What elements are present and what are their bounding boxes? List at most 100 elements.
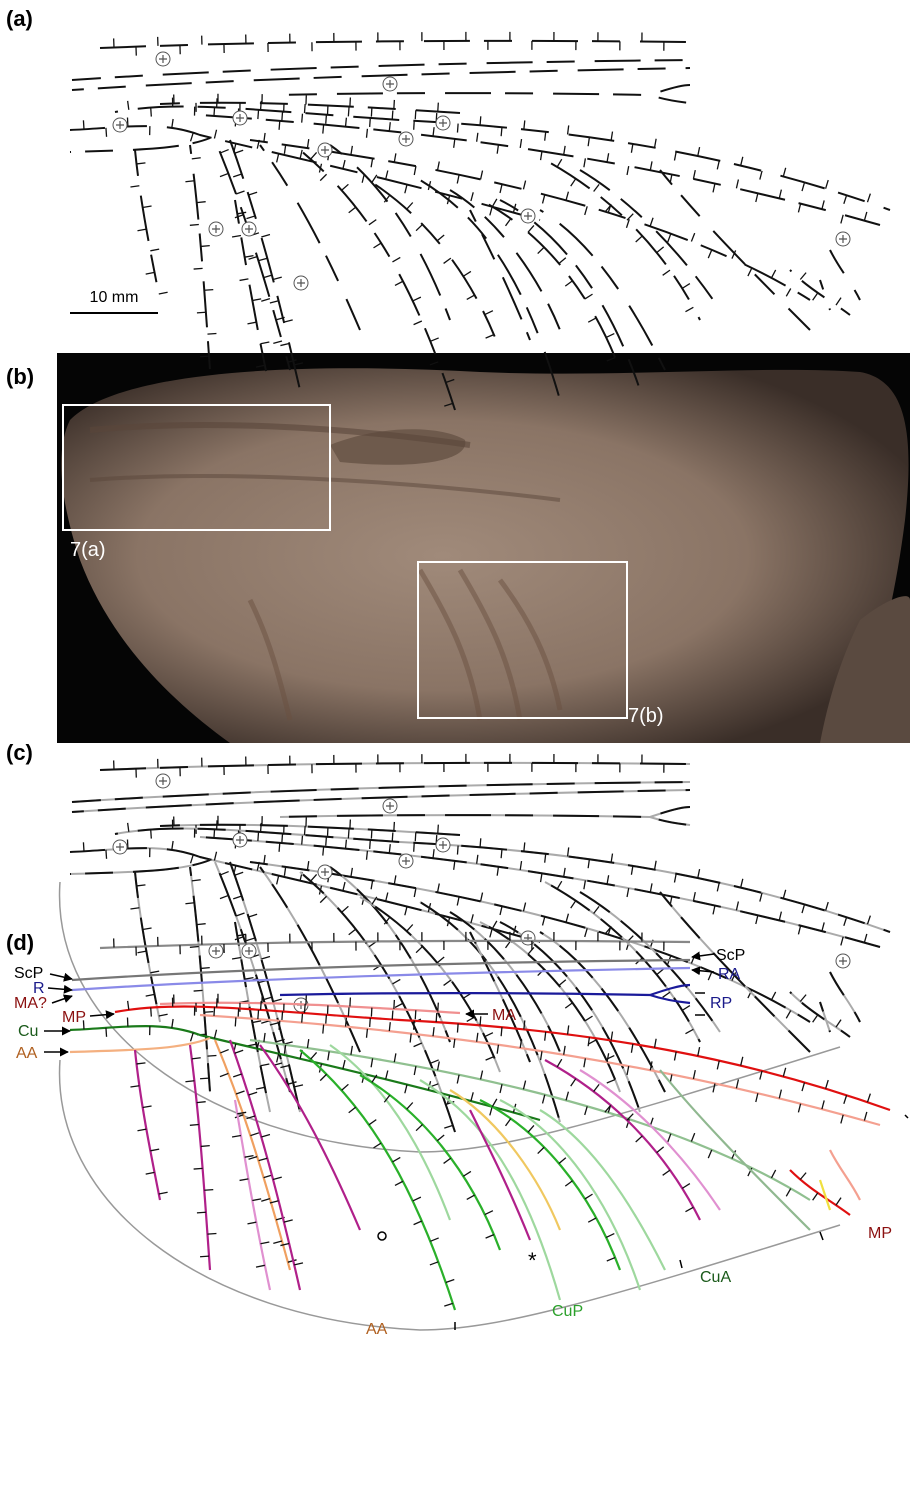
crossvein bbox=[559, 258, 566, 264]
crossvein bbox=[264, 1033, 265, 1042]
crossvein bbox=[416, 224, 422, 230]
vein bbox=[470, 1110, 530, 1240]
crossvein bbox=[233, 174, 242, 177]
crossvein bbox=[185, 1081, 194, 1082]
crossvein bbox=[256, 1087, 265, 1089]
crossvein bbox=[500, 184, 502, 193]
crossvein bbox=[528, 1125, 534, 1132]
crossvein bbox=[201, 246, 210, 247]
crossvein bbox=[477, 1033, 478, 1042]
crossvein bbox=[588, 318, 596, 322]
crossvein bbox=[236, 191, 244, 194]
crossvein bbox=[372, 175, 377, 183]
crossvein bbox=[249, 1092, 258, 1095]
crossvein bbox=[771, 992, 775, 1000]
crossvein bbox=[323, 847, 324, 856]
crossvein bbox=[284, 1220, 293, 1222]
crossvein bbox=[798, 1104, 800, 1113]
vein bbox=[360, 175, 500, 350]
crossvein bbox=[606, 334, 614, 338]
crossvein bbox=[779, 1090, 781, 1099]
crossvein bbox=[414, 1043, 422, 1047]
crossvein bbox=[343, 882, 345, 891]
crossvein bbox=[137, 163, 146, 164]
crossvein bbox=[454, 1039, 455, 1048]
panel-label: (d) bbox=[6, 930, 34, 955]
crossvein bbox=[261, 957, 270, 959]
crossvein bbox=[204, 1012, 213, 1013]
vein bbox=[230, 1040, 300, 1290]
marker: * bbox=[528, 1248, 537, 1273]
vein bbox=[540, 1110, 665, 1270]
vein bbox=[190, 145, 210, 370]
crossvein bbox=[657, 969, 664, 975]
crossvein bbox=[717, 1061, 719, 1070]
crossvein bbox=[414, 843, 415, 852]
crossvein bbox=[485, 1033, 493, 1037]
crossvein bbox=[636, 1136, 643, 1142]
arrows bbox=[44, 954, 908, 1330]
vein bbox=[540, 210, 665, 370]
vein bbox=[545, 160, 700, 320]
crossvein bbox=[232, 1136, 241, 1138]
crossvein bbox=[485, 311, 493, 315]
crossvein bbox=[490, 207, 492, 216]
crossvein bbox=[663, 992, 670, 997]
crossvein bbox=[541, 873, 542, 882]
crossvein bbox=[252, 1199, 261, 1201]
crossvein bbox=[415, 110, 416, 119]
crossvein bbox=[568, 1025, 569, 1034]
crossvein bbox=[197, 1102, 206, 1103]
crossvein bbox=[631, 144, 632, 153]
vein bbox=[660, 1070, 810, 1230]
crossvein bbox=[273, 999, 282, 1001]
crossvein bbox=[520, 139, 521, 148]
crossvein bbox=[342, 1084, 349, 1090]
crossvein bbox=[490, 1107, 492, 1116]
inset-label: 7(b) bbox=[628, 705, 664, 727]
crossvein bbox=[585, 294, 593, 299]
crossvein bbox=[736, 902, 738, 911]
crossvein bbox=[682, 1006, 690, 1011]
crossvein bbox=[235, 872, 244, 875]
vein-label: MP bbox=[62, 1009, 86, 1026]
crossvein bbox=[607, 875, 609, 884]
crossvein bbox=[585, 1106, 588, 1115]
crossvein bbox=[273, 1241, 282, 1243]
crossvein bbox=[304, 826, 305, 835]
crossvein bbox=[307, 139, 308, 148]
crossvein bbox=[220, 150, 228, 153]
crossvein bbox=[150, 971, 159, 973]
crossvein bbox=[627, 1066, 629, 1075]
crossvein bbox=[867, 194, 870, 203]
crossvein bbox=[486, 1235, 494, 1238]
crossvein bbox=[708, 1150, 712, 1158]
crossvein bbox=[668, 234, 671, 242]
crossvein bbox=[320, 896, 326, 902]
crossvein bbox=[559, 980, 566, 986]
crossvein bbox=[371, 880, 373, 889]
crossvein bbox=[106, 850, 107, 859]
crossvein bbox=[260, 1242, 269, 1244]
crossvein bbox=[311, 152, 317, 159]
vein bbox=[100, 941, 690, 948]
crossvein bbox=[277, 1054, 279, 1063]
crossvein bbox=[414, 888, 416, 897]
crossvein bbox=[143, 206, 152, 207]
crossvein bbox=[235, 937, 244, 940]
crossvein bbox=[220, 1073, 228, 1076]
crossvein bbox=[543, 1095, 545, 1104]
crossvein bbox=[389, 122, 390, 131]
crossvein bbox=[571, 1079, 576, 1086]
crossvein bbox=[138, 229, 147, 231]
crossvein bbox=[235, 215, 244, 218]
crossvein bbox=[284, 320, 293, 322]
crossvein bbox=[520, 861, 521, 870]
crossvein bbox=[280, 1065, 289, 1067]
crossvein bbox=[273, 341, 282, 343]
crossvein bbox=[323, 125, 324, 134]
crossvein bbox=[394, 875, 396, 884]
crossvein bbox=[237, 934, 246, 935]
crossvein bbox=[844, 195, 847, 204]
crossvein bbox=[430, 1060, 438, 1063]
